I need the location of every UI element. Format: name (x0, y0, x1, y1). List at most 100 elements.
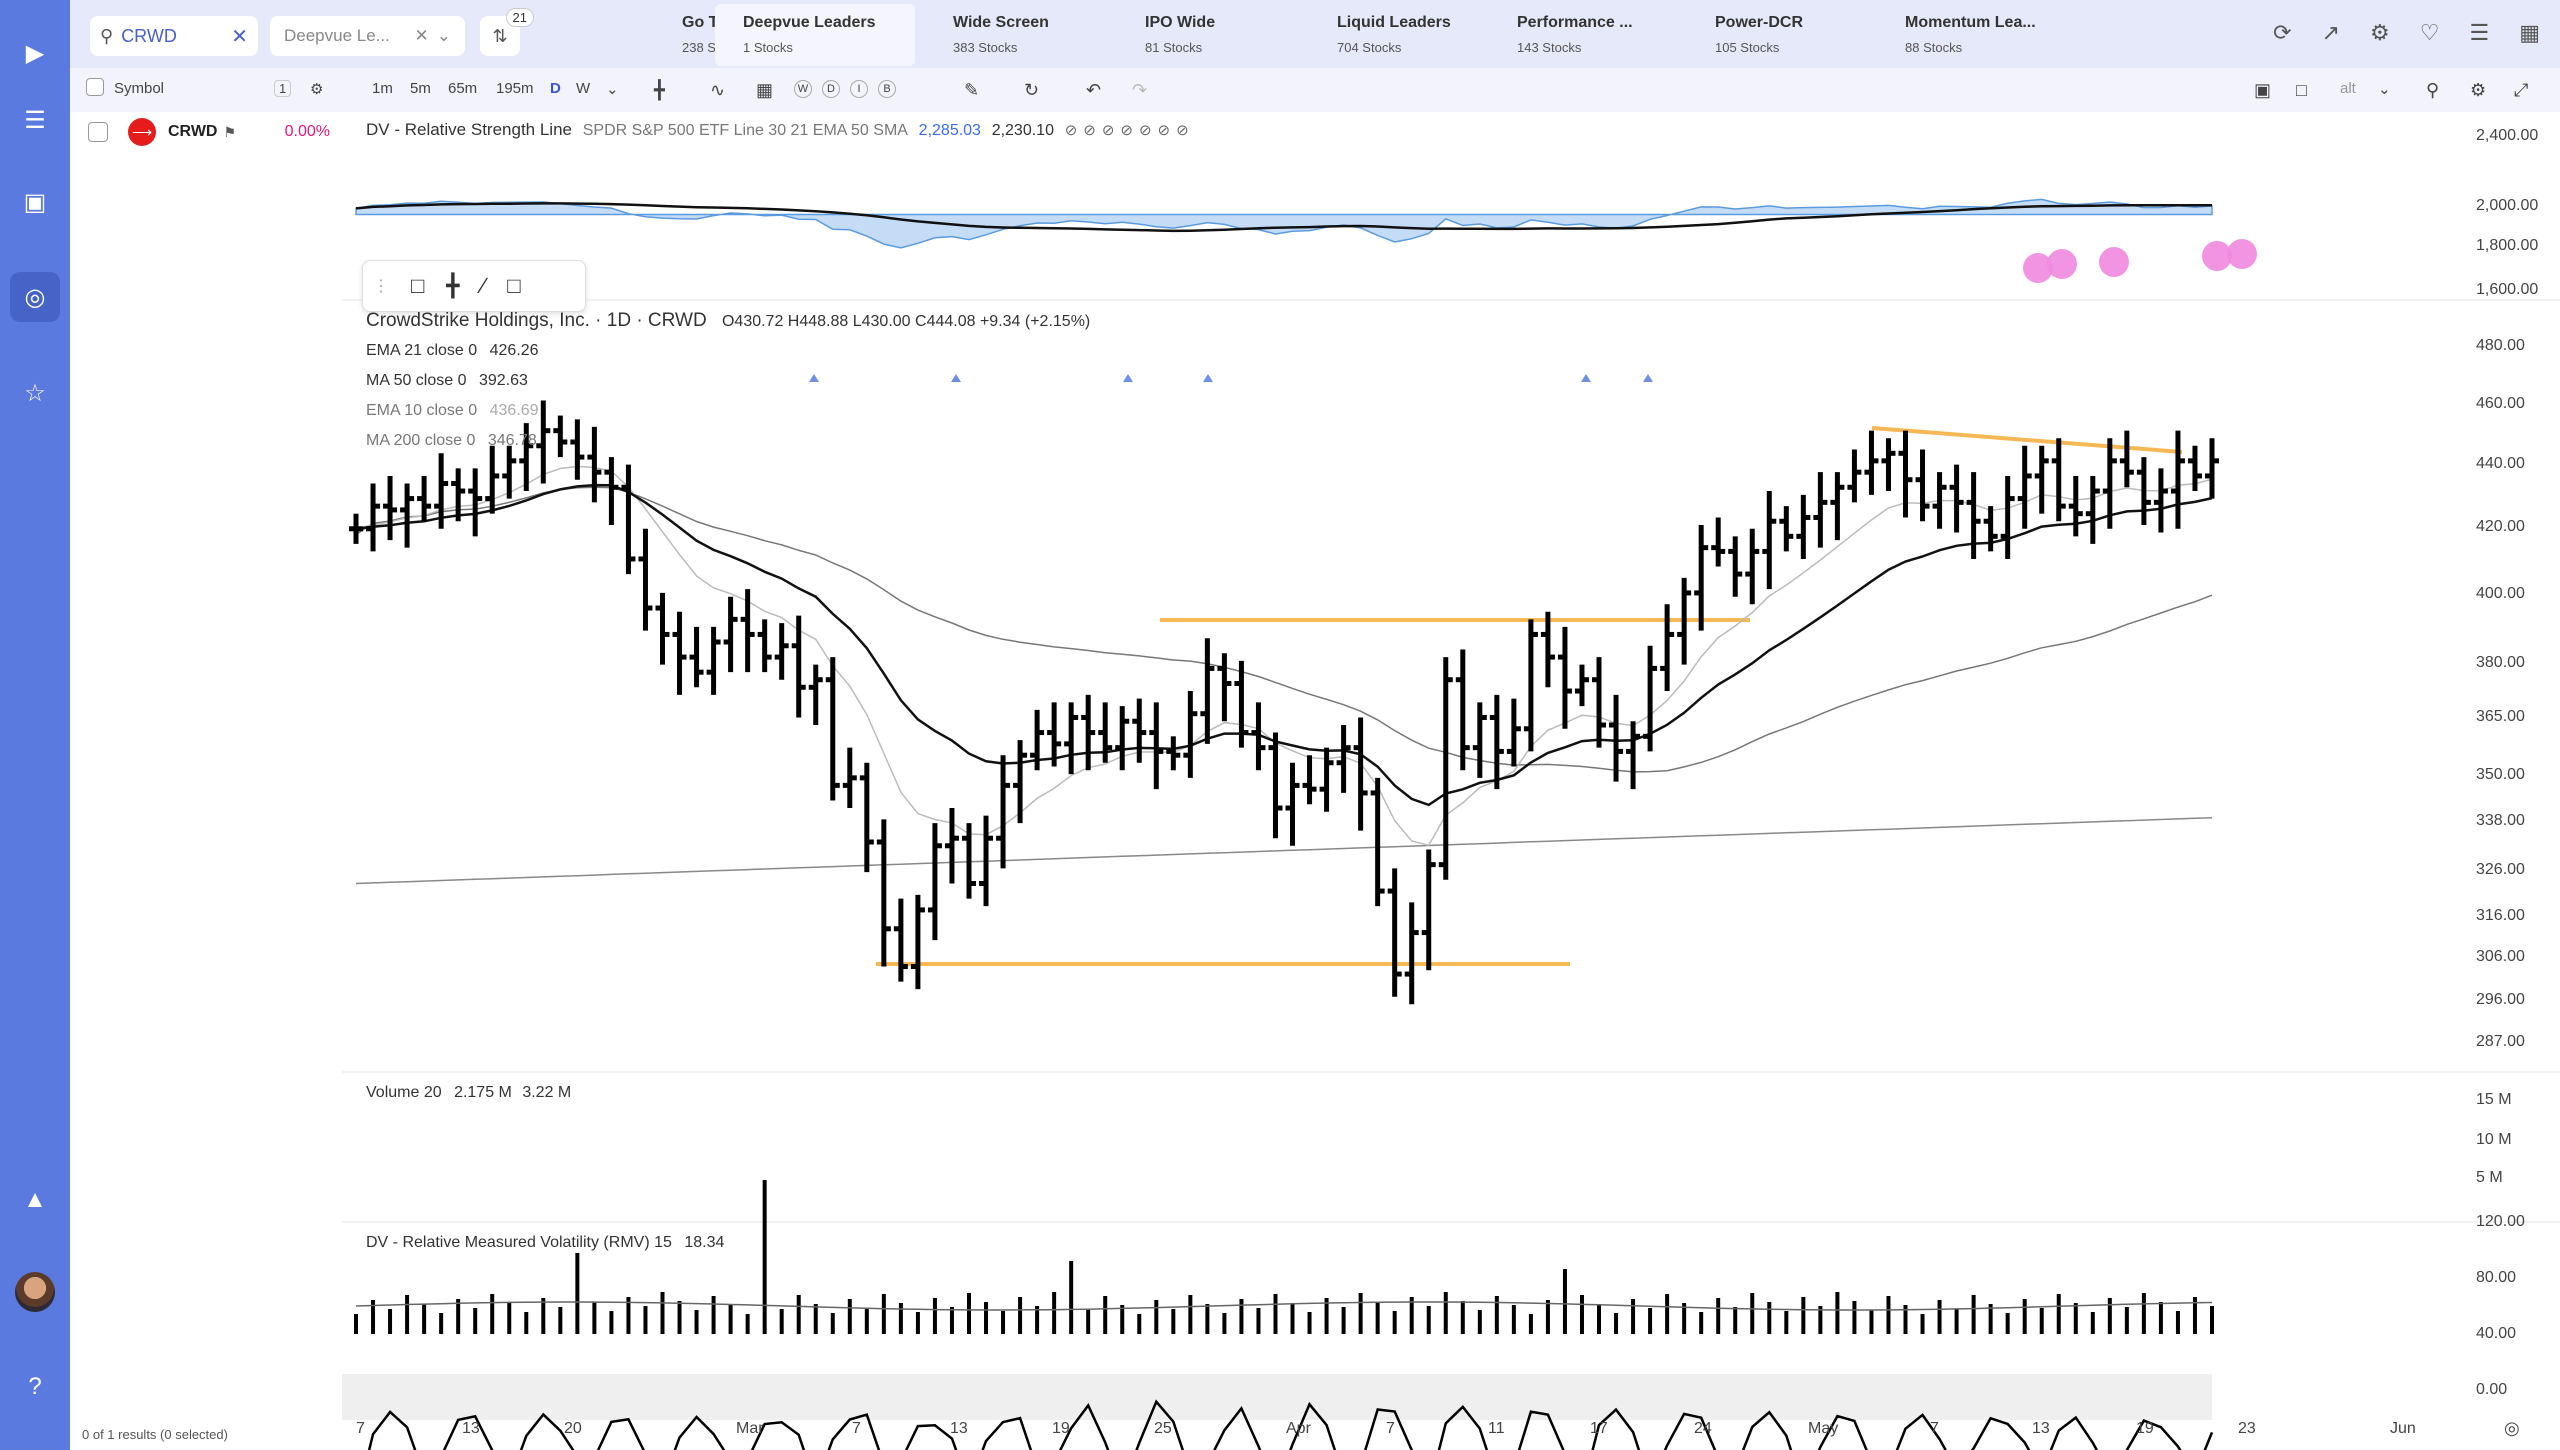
learn-icon[interactable]: ▲ (23, 1186, 47, 1213)
candle-tool-icon[interactable]: ╋ (446, 273, 460, 298)
search-input[interactable]: ⚲ CRWD ✕ (90, 16, 258, 56)
list-item[interactable]: ⟶ CRWD ⚑ 0.00% (70, 112, 342, 152)
row-checkbox[interactable] (88, 122, 108, 142)
tab-performance[interactable]: Performance ... 143 Stocks (1485, 4, 1675, 66)
timeframe-65m[interactable]: 65m (448, 80, 478, 97)
ind-value: 426.26 (489, 342, 539, 359)
settings-icon[interactable]: ⚙ (2470, 80, 2487, 100)
avatar[interactable] (15, 1272, 55, 1312)
alt-label[interactable]: alt (2340, 80, 2356, 97)
window-icon[interactable]: ▣ (2254, 80, 2272, 100)
grid-icon[interactable]: ▦ (2519, 20, 2540, 45)
symbol-checkbox[interactable] (86, 78, 104, 97)
volume-ma-line (355, 1301, 2213, 1311)
tab-power-dcr[interactable]: Power-DCR 105 Stocks (1675, 4, 1865, 66)
gear-icon[interactable]: ⚙ (310, 81, 324, 98)
letter-b[interactable]: B (878, 80, 896, 98)
x-tick: 19 (1052, 1420, 1070, 1437)
indicator-ma200[interactable]: MA 200 close 0 346.78 (366, 432, 537, 450)
watchlist-value: Deepvue Le... (284, 26, 390, 45)
indicator-ema10[interactable]: EMA 10 close 0 436.69 (366, 402, 539, 420)
star-icon[interactable]: ☆ (24, 379, 46, 407)
tab-label: Power-DCR (1715, 14, 1804, 31)
filter-count: 21 (505, 8, 534, 27)
tab-ipo-wide[interactable]: IPO Wide 81 Stocks (1105, 4, 1295, 66)
letter-d[interactable]: D (822, 80, 840, 98)
letter-i[interactable]: I (850, 80, 868, 98)
tab-wide-screen[interactable]: Wide Screen 383 Stocks (915, 4, 1105, 66)
x-tick: 7 (356, 1420, 365, 1437)
rectangle-tool-icon[interactable]: □ (411, 273, 425, 298)
timeframe-1m[interactable]: 1m (372, 80, 393, 97)
x-tick: 24 (1694, 1420, 1712, 1437)
trendline (1871, 426, 2183, 454)
clear-icon[interactable]: ✕ (414, 26, 429, 45)
rs-tick: 2,000.00 (2476, 197, 2539, 214)
menu-icon[interactable]: ☰ (24, 106, 46, 134)
price-tick: 420.00 (2476, 518, 2525, 535)
x-tick: 19 (2136, 1420, 2154, 1437)
layout-grid-icon[interactable]: ▦ (756, 80, 774, 100)
layout-icon[interactable]: ▣ (23, 188, 47, 216)
volume-label: Volume 20 2.175 M 3.22 M (366, 1084, 571, 1102)
tab-label: Deepvue Leaders (743, 14, 876, 31)
folder-icon[interactable]: □ (2296, 80, 2307, 100)
line-tool-icon[interactable]: ∕ (481, 273, 486, 298)
close-icon[interactable]: ✕ (231, 25, 248, 48)
pencil-icon[interactable]: ✎ (964, 80, 980, 100)
rmv-title: DV - Relative Measured Volatility (RMV) … (366, 1234, 672, 1251)
drag-handle-icon[interactable]: ⋮ (373, 278, 389, 295)
chart-icon[interactable]: ↗ (2321, 20, 2340, 45)
fork-icon[interactable]: ⚙ (2370, 20, 2390, 45)
ema10-line (355, 465, 2213, 847)
chevron-down-icon[interactable]: ⌄ (2378, 81, 2391, 98)
price-tick: 460.00 (2476, 395, 2525, 412)
target-icon[interactable]: ◎ (2504, 1418, 2520, 1438)
chart-svg[interactable] (342, 112, 2560, 1450)
letter-w[interactable]: W (794, 80, 812, 98)
filter-button[interactable]: ⇅ 21 (480, 8, 534, 56)
refresh-icon[interactable]: ↻ (1024, 80, 1040, 100)
zoom-icon[interactable]: ⚲ (2426, 80, 2440, 100)
tab-liquid-leaders[interactable]: Liquid Leaders 704 Stocks (1295, 4, 1485, 66)
rs-eye-icons[interactable]: ⊘⊘⊘⊘⊘⊘⊘ (1064, 122, 1195, 139)
results-footer: 0 of 1 results (0 selected) (82, 1427, 228, 1442)
volume-tick: 10 M (2476, 1131, 2512, 1148)
play-logo-icon[interactable]: ▶ (25, 39, 45, 67)
price-ohlc: O430.72 H448.88 L430.00 C444.08 +9.34 (+… (721, 313, 1091, 330)
comment-tool-icon[interactable]: □ (507, 273, 521, 298)
indicator-ma50[interactable]: MA 50 close 0 392.63 (366, 372, 528, 390)
tab-deepvue-leaders[interactable]: Deepvue Leaders 1 Stocks (715, 4, 915, 66)
rmv-line (367, 1399, 2214, 1450)
timeframe-d[interactable]: D (550, 80, 561, 97)
indicator-ema21[interactable]: EMA 21 close 0 426.26 (366, 342, 539, 360)
indicators-icon[interactable]: ∿ (710, 80, 726, 100)
bell-icon[interactable]: ♡ (2419, 20, 2440, 45)
undo-icon[interactable]: ↶ (1086, 80, 1102, 100)
rs-marker (1643, 374, 1653, 382)
timeframe-5m[interactable]: 5m (410, 80, 431, 97)
chevron-down-icon[interactable]: ⌄ (606, 81, 619, 98)
screener-icon[interactable]: ◎ (10, 272, 60, 322)
watchlist-select[interactable]: Deepvue Le... ✕ ⌄ (270, 16, 465, 56)
list-icon[interactable]: ☰ (2469, 20, 2490, 45)
flag-icon[interactable]: ⚑ (223, 123, 237, 140)
price-tick: 287.00 (2476, 1033, 2525, 1050)
fullscreen-icon[interactable]: ⤢ (2514, 80, 2529, 100)
help-icon[interactable]: ? (28, 1373, 42, 1400)
rs-title: DV - Relative Strength Line (366, 120, 572, 139)
tab-momentum-leaders[interactable]: Momentum Lea... 88 Stocks (1865, 4, 2105, 66)
volume-title: Volume 20 (366, 1084, 442, 1101)
chevron-down-icon[interactable]: ⌄ (436, 26, 451, 45)
redo-icon[interactable]: ↷ (1132, 80, 1148, 100)
tab-sub: 105 Stocks (1715, 40, 1780, 55)
chart-area[interactable]: DV - Relative Strength Line SPDR S&P 500… (342, 112, 2560, 1450)
bar-type-icon[interactable]: ╋ (654, 80, 665, 100)
x-tick: 7 (852, 1420, 861, 1437)
share-icon[interactable]: ⟳ (2273, 20, 2292, 45)
price-tick: 440.00 (2476, 455, 2525, 472)
rs-marker (809, 374, 819, 382)
symbol-count: 1 (274, 80, 292, 97)
timeframe-195m[interactable]: 195m (496, 80, 534, 97)
timeframe-w[interactable]: W (576, 80, 591, 97)
